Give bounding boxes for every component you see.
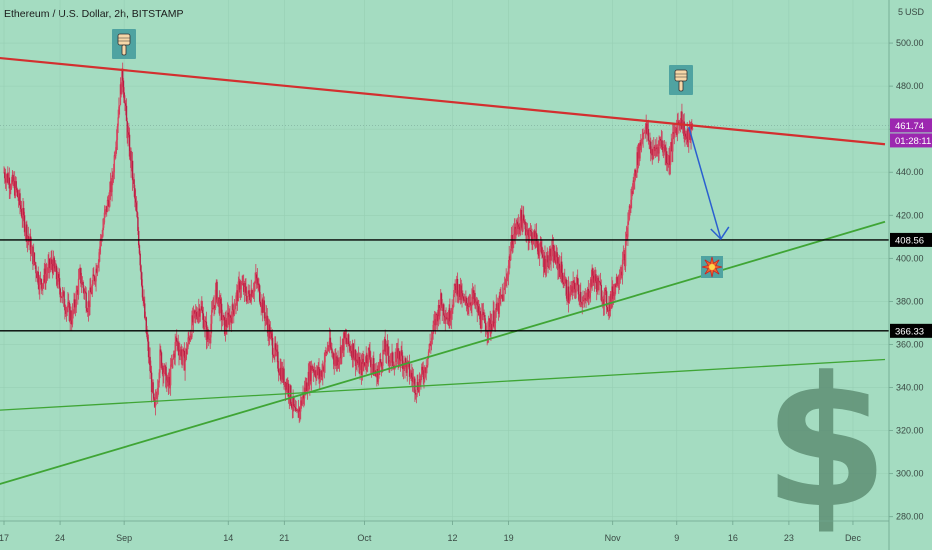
- current-price-tag: 461.74: [895, 121, 924, 132]
- resistance-line: [0, 56, 886, 146]
- y-tick-label: 380.00: [896, 296, 924, 306]
- y-tick-label: 320.00: [896, 426, 924, 436]
- level-tag-lower: 366.33: [895, 326, 924, 337]
- x-tick-label: 16: [728, 533, 738, 543]
- x-tick-label: 24: [55, 533, 65, 543]
- y-tick-label: 340.00: [896, 383, 924, 393]
- level-tag-upper: 408.56: [895, 235, 924, 246]
- level-tag-upper-bg: [890, 232, 932, 247]
- level-tag-lower-bg: [890, 323, 932, 338]
- collision-icon: [701, 256, 723, 278]
- y-tick-label: 480.00: [896, 81, 924, 91]
- x-tick-label: 14: [223, 533, 233, 543]
- x-tick-label: 23: [784, 533, 794, 543]
- chart-title: Ethereum / U.S. Dollar, 2h, BITSTAMP: [4, 8, 184, 20]
- dollar-sign-icon: $: [763, 339, 888, 548]
- x-tick-label: Oct: [357, 533, 372, 543]
- y-tick-label: 280.00: [896, 512, 924, 522]
- projection-arrow: [688, 126, 722, 240]
- y-tick-label: 400.00: [896, 253, 924, 263]
- y-tick-label: 500.00: [896, 38, 924, 48]
- y-tick-label: 420.00: [896, 210, 924, 220]
- current-price-tag-bg: [890, 118, 932, 133]
- countdown-tag-bg: [890, 133, 932, 148]
- long-support-line: [0, 358, 886, 411]
- x-tick-label: Dec: [845, 533, 862, 543]
- x-tick-label: Nov: [605, 533, 622, 543]
- price-axis-panel: [889, 0, 932, 550]
- price-axis-scale-marker: 5: [898, 7, 903, 17]
- y-tick-label: 360.00: [896, 339, 924, 349]
- x-tick-label: 19: [504, 533, 514, 543]
- price-axis-unit: USD: [905, 7, 925, 17]
- rising-support-line: [0, 220, 886, 485]
- x-tick-label: 17: [0, 533, 9, 543]
- candles-group: [3, 62, 694, 424]
- y-tick-label: 300.00: [896, 469, 924, 479]
- x-tick-label: 12: [448, 533, 458, 543]
- countdown-tag: 01:28:11: [895, 136, 931, 147]
- pointing-down-hand-icon: [112, 29, 136, 59]
- x-tick-label: 9: [674, 533, 679, 543]
- x-tick-label: 21: [279, 533, 289, 543]
- projection-arrowhead: [710, 226, 730, 241]
- x-tick-label: Sep: [116, 533, 132, 543]
- y-tick-label: 440.00: [896, 167, 924, 177]
- pointing-down-hand-icon: [669, 65, 693, 95]
